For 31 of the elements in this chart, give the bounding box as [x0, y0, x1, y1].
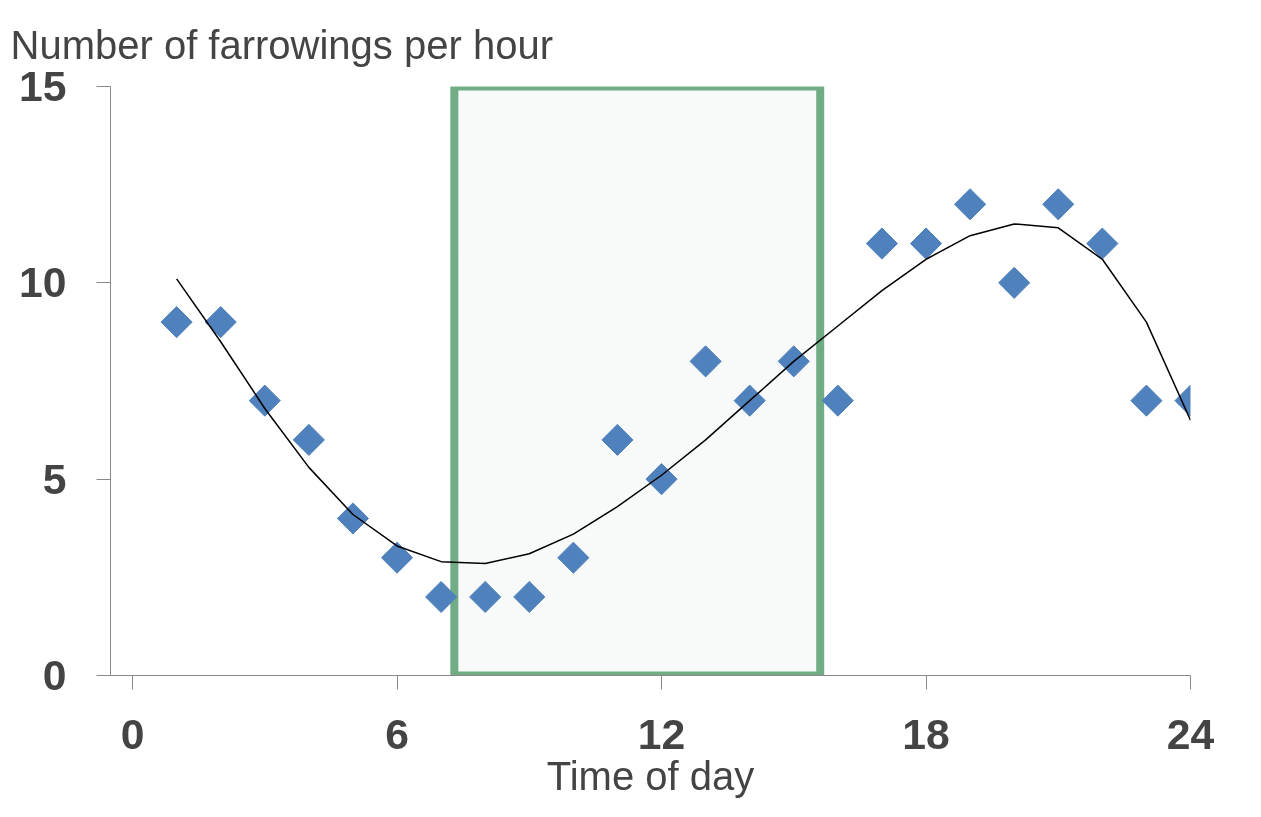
x-tick-label: 18 — [902, 709, 950, 758]
point — [380, 541, 414, 574]
y-tick-label: 10 — [19, 258, 67, 307]
line-series — [175, 223, 1191, 565]
point — [292, 423, 325, 456]
x-tick-label: 0 — [120, 709, 145, 758]
point — [204, 306, 237, 339]
point — [821, 384, 854, 417]
point — [1042, 188, 1075, 221]
point — [1086, 227, 1119, 260]
y-tick-label: 0 — [42, 651, 67, 699]
point — [557, 541, 590, 574]
point — [160, 306, 193, 339]
y-tick-label: 5 — [42, 454, 67, 503]
point — [248, 384, 281, 417]
point — [1130, 384, 1163, 417]
point — [733, 384, 766, 417]
point — [425, 580, 458, 614]
point — [777, 345, 810, 378]
point — [469, 580, 502, 614]
point — [513, 580, 546, 614]
point — [645, 463, 678, 496]
point — [998, 266, 1031, 299]
x-tick-label: 24 — [1166, 709, 1215, 758]
point — [336, 502, 370, 535]
point — [601, 423, 634, 456]
point — [954, 188, 987, 221]
point — [865, 227, 898, 260]
x-tick-label: 6 — [385, 709, 409, 758]
point — [689, 345, 722, 378]
point — [909, 227, 943, 260]
